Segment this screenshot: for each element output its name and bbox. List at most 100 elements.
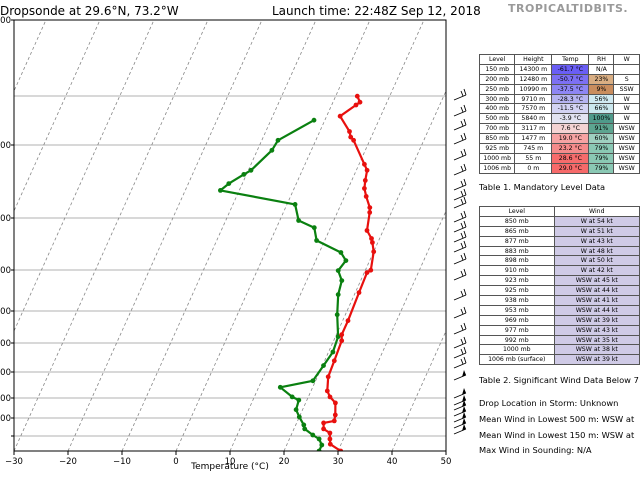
wind-barb [453,220,467,233]
header-temp: Temp [551,54,590,65]
temperature-point [324,388,330,394]
table-row: 925 mb 745 m 23.2 °C 79% WSW [478,143,640,154]
cell-wind: WSW at 45 kt [553,275,640,287]
table-row: 400 mb 7570 m -11.5 °C 66% W [478,103,640,115]
temperature-point [356,290,362,295]
cell-level: 1000 mb [479,344,555,356]
header-wind: W [613,54,640,65]
wind-barb [453,240,467,253]
wind-barb [453,178,467,191]
cell-wind [613,63,640,75]
temperature-point [333,400,338,406]
cell-level: 700 mb [478,123,516,135]
temperature-point [331,358,337,364]
wind-barb [453,163,467,176]
y-tick-label: 00 [0,16,11,26]
cell-wind: S [613,73,640,85]
chart-series [218,93,377,451]
isotherm-line [337,210,446,451]
dewpoint-point [289,394,295,400]
dewpoint-point [241,172,247,177]
cell-temp: 29.0 °C [551,162,590,174]
cell-wind: W at 50 kt [553,255,640,267]
cell-temp: 28.6 °C [551,152,590,164]
plot-frame [13,19,447,452]
cell-rh: 60% [588,133,615,145]
temperature-point [345,318,351,324]
isotherm-line [14,20,155,332]
cell-wind: W at 43 kt [553,235,640,247]
cell-temp: -37.5 °C [551,83,590,95]
cell-level: 1006 mb (surface) [479,354,555,366]
temperature-point [367,205,373,211]
cell-wind: WSW at 43 kt [553,324,640,336]
temperature-point [364,167,370,173]
y-tick-label: 00 [0,214,11,224]
cell-temp: -50.7 °C [551,73,590,85]
cell-rh: 79% [588,162,615,174]
cell-rh: 66% [588,103,615,115]
table-row: 850 mb W at 54 kt [479,215,640,227]
cell-level: 150 mb [478,63,516,75]
cell-height: 9710 m [514,93,553,105]
temperature-point [363,194,369,199]
table-row: 923 mb WSW at 45 kt [479,275,640,287]
dewpoint-point [338,250,344,255]
cell-level: 300 mb [478,93,516,105]
dewpoint-point [316,448,322,451]
dewpoint-point [302,426,308,432]
temperature-point [339,332,345,338]
wind-barb [453,188,467,201]
cell-wind: W at 48 kt [553,245,640,257]
cell-height: 12480 m [514,73,553,85]
dewpoint-point [310,378,316,384]
x-tick-label: 40 [387,457,398,467]
isotherm-line [14,20,209,451]
cell-wind: W at 42 kt [553,265,640,277]
temperature-point [327,441,333,447]
cell-level: 953 mb [479,304,555,316]
table-row: 938 mb WSW at 41 kt [479,295,640,306]
temperature-point [370,240,375,245]
table2-caption: Table 2. Significant Wind Data Below 7 [479,375,639,385]
cell-height: 7570 m [514,103,553,115]
cell-height: 3117 m [514,123,553,135]
mandatory-level-table: Level Height Temp RH W 150 mb 14300 m -61.… [478,54,640,174]
temperature-point [327,436,333,442]
temperature-point [353,102,359,108]
cell-wind: WSW [613,133,640,145]
cell-rh: 56% [588,93,615,105]
cell-level: 850 mb [479,215,555,227]
isotherm-line [283,90,446,451]
dewpoint-point [330,349,336,355]
cell-wind: WSW at 35 kt [553,334,640,346]
max-wind-text: Max Wind in Sounding: N/A [479,445,592,455]
cell-level: 925 mb [478,143,516,154]
wind-barb [453,306,467,319]
header-rh: RH [588,54,615,65]
x-tick-label: 50 [441,457,452,467]
cell-temp: -11.5 °C [551,103,590,115]
table-row: 883 mb W at 48 kt [479,245,640,257]
temperature-point [371,249,377,255]
table-row: 500 mb 5840 m -3.9 °C 100% W [478,113,640,125]
isotherm-line [175,20,371,451]
cell-level: 500 mb [478,113,516,125]
header-height: Height [514,54,553,65]
table-row: 200 mb 12480 m -50.7 °C 23% S [478,73,640,85]
cell-temp: -3.9 °C [551,113,590,125]
header-level: Level [479,206,555,217]
temperature-point [325,374,331,380]
cell-wind: SSW [613,83,640,95]
table-row: 953 mb WSW at 44 kt [479,304,640,316]
wind-barb [453,210,467,223]
cell-level: 977 mb [479,324,555,336]
dewpoint-point [293,407,299,413]
wind-barb [453,356,467,369]
isotherm-line [229,20,425,451]
cell-rh: 91% [588,123,615,135]
table-row: 977 mb WSW at 43 kt [479,324,640,336]
cell-level: 400 mb [478,103,516,115]
temperature-point [332,412,338,418]
mean-wind-150-text: Mean Wind in Lowest 150 m: WSW at [479,430,635,440]
